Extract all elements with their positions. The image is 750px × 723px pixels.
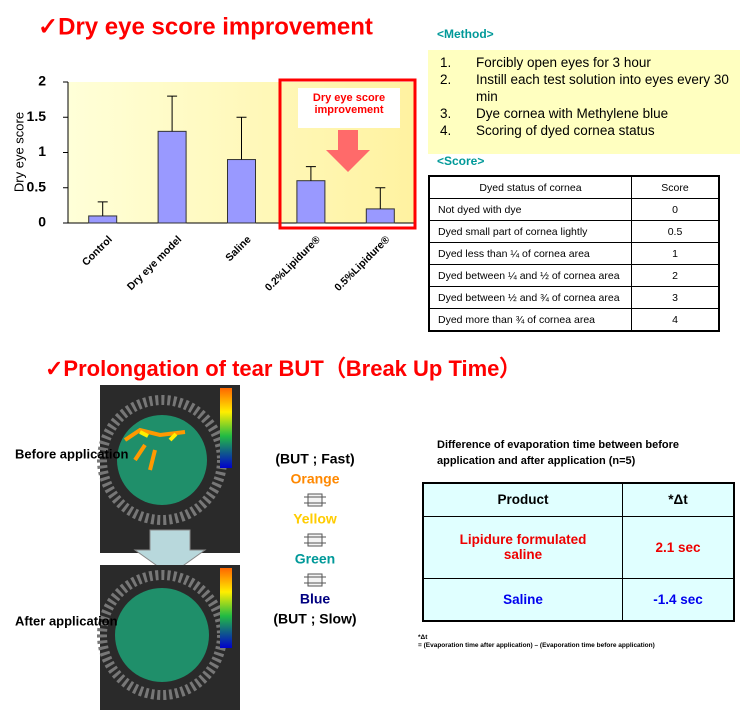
item-text: Instill each test solution into eyes eve… — [476, 72, 729, 104]
score-table: Dyed status of cornea Score Not dyed with … — [428, 175, 720, 332]
cell: Not dyed with dye — [428, 198, 632, 221]
double-arrow — [304, 493, 326, 507]
bar — [227, 159, 256, 224]
header-cell: *Δt — [622, 482, 735, 517]
double-arrow — [304, 533, 326, 547]
cell: Dyed less than ¼ of cornea area — [428, 242, 632, 265]
score-title: <Score> — [437, 154, 484, 168]
item-text: Forcibly open eyes for 3 hour — [476, 55, 651, 70]
scale-label: Blue — [300, 591, 331, 607]
row: Dyed more than ¾ of cornea area 4 — [428, 308, 720, 332]
eye-before — [97, 385, 240, 553]
method-item: 2. Instill each test solution into eyes e… — [434, 71, 734, 105]
bar — [365, 208, 395, 224]
cell: Dyed more than ¾ of cornea area — [428, 308, 632, 332]
cell: Saline — [422, 577, 623, 622]
row: Dyed less than ¼ of cornea area 1 — [428, 242, 720, 265]
double-arrow — [304, 573, 326, 587]
scale-label: Yellow — [293, 511, 337, 527]
x-tick-label: Control — [80, 234, 115, 269]
x-tick-label: 0.2%Lipidure® — [263, 233, 323, 293]
item-text: Scoring of dyed cornea status — [476, 123, 655, 138]
header-row: Product *Δt — [422, 482, 735, 517]
cell: 2.1 sec — [622, 515, 735, 579]
method-box: 1. Forcibly open eyes for 3 hour 2. Instill… — [428, 50, 740, 154]
x-tick-label: 0.5%Lipidure® — [332, 233, 392, 293]
cell: 4 — [631, 308, 720, 332]
product-table: Product *Δt Lipidure formulated saline 2.1 … — [422, 482, 735, 622]
row: Dyed between ½ and ¾ of cornea area 3 — [428, 286, 720, 309]
cell: 0.5 — [631, 220, 720, 243]
row: Dyed small part of cornea lightly 0.5 — [428, 220, 720, 243]
y-tick-label: 0 — [38, 214, 46, 230]
row: Dyed between ¼ and ½ of cornea area 2 — [428, 264, 720, 287]
scale-label: (BUT ; Slow) — [273, 611, 356, 627]
cell: -1.4 sec — [622, 577, 735, 622]
error-bar — [305, 166, 316, 181]
annotation-box — [298, 88, 400, 128]
footnote-line: *Δt — [418, 634, 428, 641]
y-axis-label: Dry eye score — [11, 112, 26, 192]
x-tick-label: Saline — [223, 233, 253, 263]
cell: 1 — [631, 242, 720, 265]
y-tick-label: 0.5 — [27, 178, 47, 194]
header-cell: Product — [422, 482, 623, 517]
y-tick-label: 2 — [38, 73, 46, 89]
section-title: ✓Prolongation of tear BUT（Break Up Time） — [45, 356, 521, 381]
y-tick-label: 1 — [38, 143, 46, 159]
cell: 3 — [631, 286, 720, 309]
method-item: 3. Dye cornea with Methylene blue — [434, 105, 734, 122]
down-arrow — [326, 130, 370, 172]
cell: Dyed between ½ and ¾ of cornea area — [428, 286, 632, 309]
item-number: 3. — [440, 106, 452, 121]
x-tick-label: Dry eye model — [125, 234, 184, 293]
evaporation-title: Difference of evaporation time between b… — [437, 439, 680, 467]
error-bar — [236, 116, 247, 160]
footnote: *Δt = (Evaporation time after application… — [418, 634, 655, 650]
method-item: 1. Forcibly open eyes for 3 hour — [434, 54, 734, 71]
footnote-line: = (Evaporation time after application) –… — [418, 642, 655, 649]
cell: 0 — [631, 198, 720, 221]
row: Saline -1.4 sec — [422, 577, 735, 622]
down-arrow-gray — [133, 529, 207, 576]
scale-label: Orange — [290, 471, 339, 487]
header-row: Dyed status of cornea Score — [428, 175, 720, 199]
header-cell: Score — [631, 175, 720, 199]
eye-after — [97, 565, 240, 710]
row: Lipidure formulated saline 2.1 sec — [422, 515, 735, 579]
cell: 2 — [631, 264, 720, 287]
bar — [88, 215, 118, 224]
y-tick-label: 1.5 — [27, 108, 47, 124]
cell: Dyed small part of cornea lightly — [428, 220, 632, 243]
bar — [157, 130, 187, 224]
title: ✓Dry eye score improvement — [38, 13, 373, 40]
method-item: 4. Scoring of dyed cornea status — [434, 122, 734, 139]
cell: Lipidure formulated saline — [422, 515, 623, 579]
after-label: After application — [15, 613, 118, 628]
item-text: Dye cornea with Methylene blue — [476, 106, 669, 121]
annotation: Dry eye score improvement — [312, 92, 386, 116]
row: Not dyed with dye 0 — [428, 198, 720, 221]
error-bar — [97, 201, 108, 216]
item-number: 2. — [440, 72, 452, 87]
bar — [296, 180, 326, 224]
scale-label: Green — [295, 551, 335, 567]
method-title: <Method> — [437, 27, 494, 41]
cell: Dyed between ¼ and ½ of cornea area — [428, 264, 632, 287]
before-label: Before application — [15, 446, 128, 461]
header-cell: Dyed status of cornea — [428, 175, 632, 199]
error-bar — [167, 95, 178, 132]
highlight-box — [278, 78, 417, 230]
item-number: 1. — [440, 55, 452, 70]
item-number: 4. — [440, 123, 452, 138]
error-bar — [375, 187, 386, 209]
scale-label: (BUT ; Fast) — [275, 451, 354, 467]
